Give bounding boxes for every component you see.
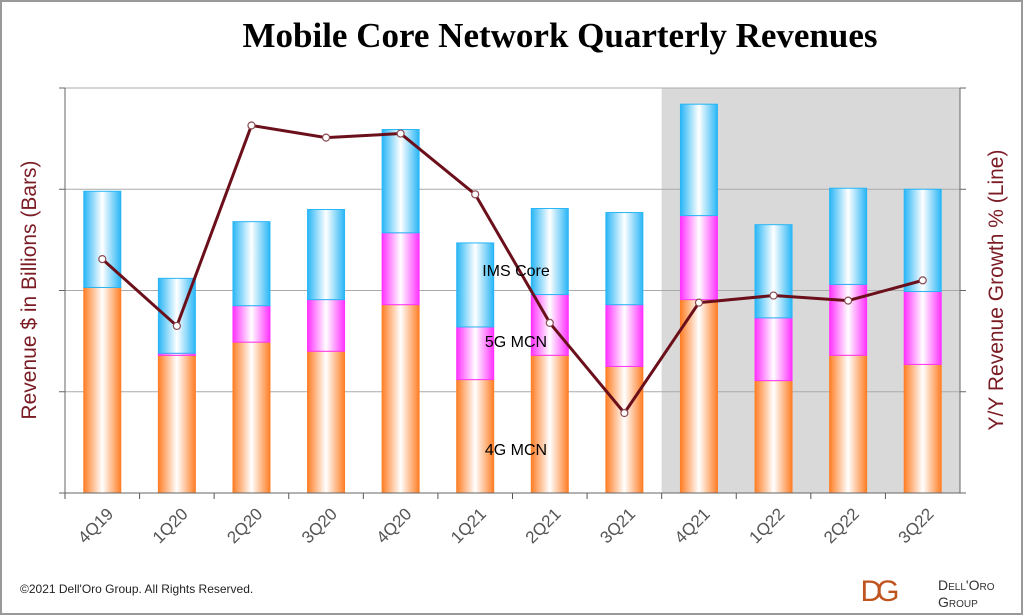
bar-ims-core [530, 207, 569, 296]
bar-ims-core [381, 129, 420, 234]
bar-ims-core [903, 188, 942, 293]
series-label-5g-mcn: 5G MCN [485, 334, 547, 351]
bar-5g-mcn [307, 299, 346, 352]
bar-4g-mcn [903, 363, 942, 494]
bar-5g-mcn [903, 291, 942, 365]
growth-point [321, 133, 331, 142]
bar-5g-mcn [829, 283, 868, 356]
y-axis-label: Revenue $ in Billions (Bars) [18, 160, 41, 419]
bar-4g-mcn [605, 365, 644, 494]
bar-ims-core [307, 209, 346, 301]
growth-point [694, 298, 704, 307]
growth-point [98, 255, 107, 264]
bar-4g-mcn [456, 379, 495, 494]
x-tick-label: 3Q22 [895, 504, 938, 547]
x-tick-label: 1Q20 [149, 504, 192, 547]
bar-4g-mcn [679, 299, 718, 494]
bar-ims-core [754, 224, 793, 319]
bar-5g-mcn [605, 304, 644, 367]
x-tick-label: 2Q21 [522, 504, 565, 547]
bar-4g-mcn [381, 304, 420, 494]
growth-point [471, 190, 480, 199]
bar-4g-mcn [530, 354, 569, 494]
bar-4g-mcn [83, 286, 122, 494]
bar-ims-core [232, 221, 271, 307]
bar-5g-mcn [232, 305, 271, 343]
bar-4g-mcn [829, 354, 868, 494]
x-tick-label: 4Q19 [74, 504, 117, 547]
bar-5g-mcn [381, 232, 420, 306]
bar-ims-core [605, 212, 644, 306]
bar-4g-mcn [307, 350, 346, 494]
x-tick-label: 3Q21 [596, 504, 639, 547]
x-tick-label: 1Q21 [447, 504, 490, 547]
growth-point [620, 408, 629, 418]
bar-5g-mcn [679, 215, 718, 301]
bar-5g-mcn [754, 317, 793, 382]
bar-5g-mcn [456, 326, 495, 381]
growth-point [247, 121, 256, 130]
copyright: ©2021 Dell'Oro Group. All Rights Reserve… [20, 582, 253, 596]
series-label-ims-core: IMS Core [482, 263, 550, 280]
bar-4g-mcn [232, 341, 271, 494]
svg-text:DG: DG [861, 575, 899, 608]
growth-point [396, 129, 405, 138]
growth-point [844, 296, 853, 305]
growth-point [172, 321, 181, 331]
y2-axis-label: Y/Y Revenue Growth % (Line) [985, 150, 1008, 431]
growth-point [545, 318, 554, 327]
x-tick-label: 4Q21 [671, 504, 714, 547]
x-tick-label: 1Q22 [746, 504, 789, 547]
growth-point [918, 276, 927, 285]
bar-ims-core [679, 103, 718, 217]
bar-ims-core [83, 190, 122, 288]
x-tick-label: 2Q22 [820, 504, 863, 547]
bar-4g-mcn [157, 354, 196, 494]
bar-4g-mcn [754, 380, 793, 494]
growth-point [769, 291, 778, 300]
chart-title: Mobile Core Network Quarterly Revenues [242, 16, 877, 55]
bar-ims-core [829, 187, 868, 285]
svg-text:Dell'Oro: Dell'Oro [938, 577, 995, 593]
x-tick-label: 2Q20 [223, 504, 266, 547]
growth-line [101, 123, 924, 416]
x-tick-label: 3Q20 [298, 504, 341, 547]
svg-text:Group: Group [938, 594, 978, 610]
x-tick-label: 4Q20 [373, 504, 416, 547]
bar-ims-core [456, 242, 495, 328]
dellorogroup-logo: DG Dell'Oro Group [861, 575, 995, 610]
series-label-4g-mcn: 4G MCN [485, 442, 547, 459]
